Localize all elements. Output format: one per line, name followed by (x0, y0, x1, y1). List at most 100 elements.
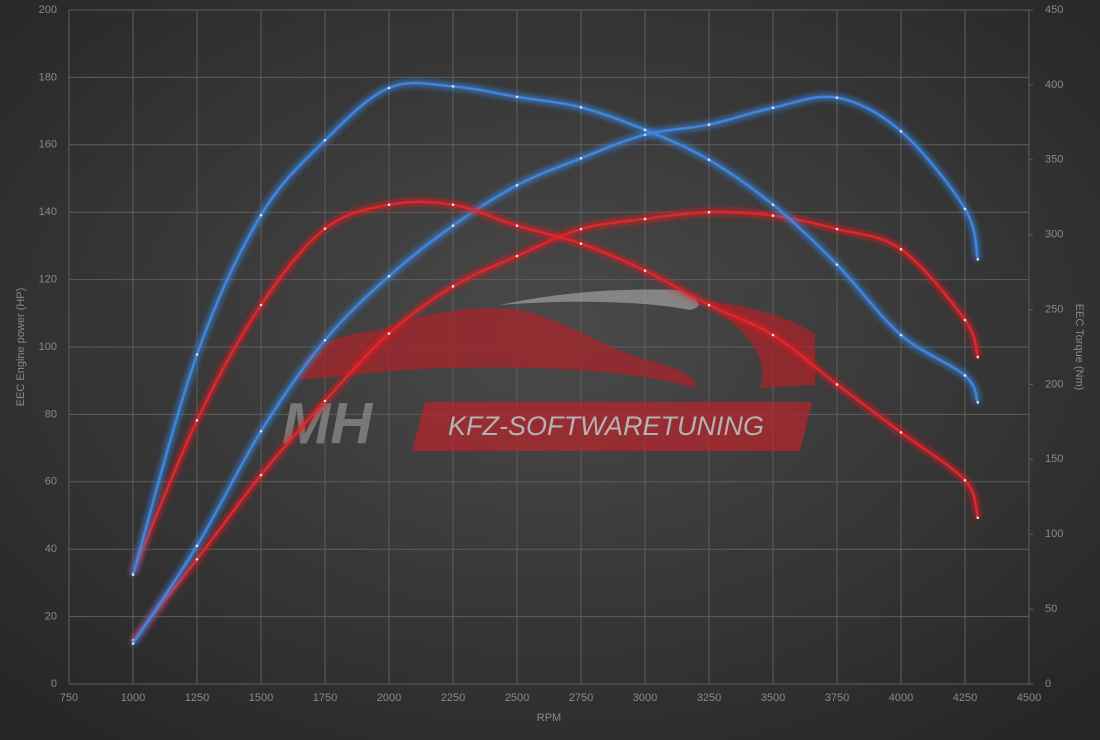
data-point (707, 158, 711, 162)
data-point (579, 227, 583, 231)
x-tick-label: 3500 (761, 692, 785, 704)
data-point (451, 224, 455, 227)
y-tick-label: 0 (51, 678, 57, 690)
y2-tick-label: 200 (1045, 378, 1063, 390)
y-tick-label: 80 (45, 408, 57, 420)
data-point (259, 473, 263, 477)
x-tick-label: 3250 (697, 692, 721, 704)
y2-tick-label: 400 (1045, 79, 1063, 91)
data-point (387, 86, 391, 90)
series-line (131, 200, 980, 574)
car-swoosh (500, 289, 699, 310)
x-tick-label: 1750 (313, 692, 337, 704)
y2-tick-label: 150 (1045, 453, 1063, 465)
x-tick-label: 1500 (249, 692, 273, 704)
data-point (899, 130, 903, 133)
x-tick-label: 2250 (441, 692, 465, 704)
data-point (963, 207, 967, 211)
logo-mark: MH (282, 391, 373, 456)
data-point (899, 431, 903, 434)
data-point (195, 353, 199, 356)
data-point (387, 203, 391, 207)
data-point (131, 573, 135, 576)
data-point (835, 383, 839, 386)
y2-tick-label: 300 (1045, 229, 1063, 241)
data-point (259, 303, 263, 307)
data-point (707, 210, 711, 214)
data-point (579, 106, 583, 109)
y2-tick-label: 450 (1045, 4, 1063, 16)
x-tick-label: 2750 (569, 692, 593, 704)
lines (131, 81, 980, 645)
y2-tick-label: 100 (1045, 528, 1063, 540)
y2-tick-label: 250 (1045, 303, 1063, 315)
data-point (451, 285, 455, 288)
data-point (963, 374, 967, 377)
data-point (579, 242, 583, 245)
data-point (835, 227, 839, 231)
car-rear (700, 300, 815, 388)
data-point (451, 203, 455, 207)
data-point (643, 217, 647, 221)
data-point (515, 95, 519, 99)
x-tick-label: 4250 (953, 692, 977, 704)
y-tick-label: 20 (45, 611, 57, 623)
data-point (195, 419, 199, 422)
data-point (899, 333, 903, 337)
logo-text: KFZ-SOFTWARETUNING (448, 411, 764, 441)
data-point (899, 247, 903, 251)
data-point (976, 516, 980, 520)
series-line (131, 81, 979, 576)
data-point (387, 332, 391, 335)
car-body (300, 308, 696, 388)
watermark: MH KFZ-SOFTWARETUNING (282, 289, 815, 456)
data-point (976, 258, 980, 261)
data-point (323, 399, 327, 403)
data-point (259, 213, 263, 217)
data-point (195, 558, 199, 561)
y-tick-label: 60 (45, 476, 57, 488)
data-point (579, 156, 583, 160)
y-tick-label: 140 (39, 206, 57, 218)
x-tick-label: 3000 (633, 692, 657, 704)
x-tick-label: 750 (60, 692, 78, 704)
data-point (323, 227, 327, 230)
x-tick-label: 4000 (889, 692, 913, 704)
x-tick-label: 2500 (505, 692, 529, 704)
y-tick-label: 200 (39, 4, 57, 16)
data-point (643, 128, 647, 132)
x-tick-label: 1250 (185, 692, 209, 704)
data-point (963, 479, 967, 482)
data-point (707, 303, 711, 307)
data-point (643, 269, 647, 272)
data-point (771, 214, 775, 217)
data-point (323, 139, 327, 142)
data-point (771, 333, 775, 337)
y-tick-label: 100 (39, 341, 57, 353)
data-point (451, 85, 455, 88)
data-point (323, 338, 327, 342)
y-tick-label: 40 (45, 543, 57, 555)
data-point (515, 254, 519, 258)
y2-tick-label: 0 (1045, 678, 1051, 690)
y2-axis-label: EEC Torque (Nm) (1073, 304, 1085, 391)
data-point (771, 203, 775, 207)
data-point (131, 642, 135, 645)
data-point (771, 106, 775, 110)
data-point (515, 224, 519, 227)
x-tick-label: 1000 (121, 692, 145, 704)
data-point (976, 355, 980, 359)
x-tick-label: 4500 (1017, 692, 1041, 704)
x-axis-label: RPM (537, 712, 561, 724)
y-tick-label: 120 (39, 274, 57, 286)
logo-box (412, 402, 812, 451)
data-point (835, 263, 839, 266)
x-tick-label: 2000 (377, 692, 401, 704)
x-tick-label: 3750 (825, 692, 849, 704)
data-point (963, 318, 967, 322)
data-point (387, 274, 391, 278)
data-point (195, 544, 199, 548)
y-axis-label: EEC Engine power (HP) (15, 288, 27, 407)
